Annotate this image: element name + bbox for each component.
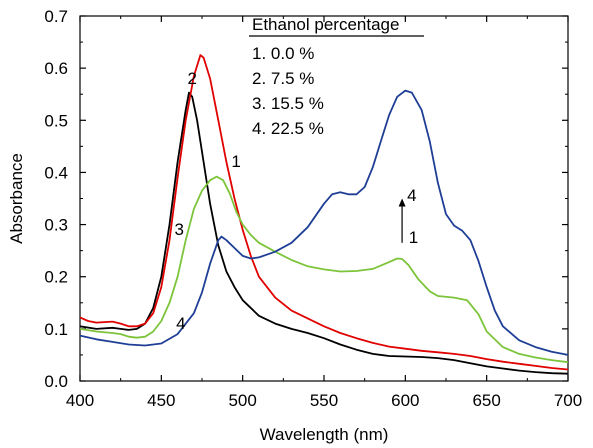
y-tick-label: 0.5 <box>44 111 68 130</box>
y-axis-title: Absorbance <box>7 153 26 244</box>
curve-label: 2 <box>188 69 197 88</box>
legend-entry: 1. 0.0 % <box>252 44 314 63</box>
x-axis-title: Wavelength (nm) <box>260 425 389 444</box>
legend-entry: 2. 7.5 % <box>252 69 314 88</box>
legend-entry: 4. 22.5 % <box>252 119 324 138</box>
curve-label: 4 <box>176 314 185 333</box>
x-tick-label: 650 <box>472 391 500 410</box>
legend-entry: 3. 15.5 % <box>252 94 324 113</box>
curve-label: 3 <box>174 220 183 239</box>
series-line-2 <box>79 54 569 371</box>
curve-label: 1 <box>409 228 418 247</box>
curve-label: 4 <box>407 186 416 205</box>
legend-title: Ethanol percentage <box>252 15 399 34</box>
curve-label: 1 <box>231 152 240 171</box>
x-tick-label: 700 <box>554 391 582 410</box>
y-tick-label: 0.6 <box>44 59 68 78</box>
y-tick-label: 0.0 <box>44 372 68 391</box>
series-line-1 <box>79 91 569 375</box>
y-tick-label: 0.2 <box>44 268 68 287</box>
y-tick-label: 0.4 <box>44 163 68 182</box>
arrow-head <box>398 198 406 207</box>
y-tick-label: 0.7 <box>44 7 68 26</box>
x-tick-label: 600 <box>391 391 419 410</box>
x-tick-label: 450 <box>147 391 175 410</box>
y-tick-label: 0.3 <box>44 216 68 235</box>
x-tick-label: 550 <box>310 391 338 410</box>
x-tick-label: 400 <box>66 391 94 410</box>
x-tick-label: 500 <box>228 391 256 410</box>
y-tick-label: 0.1 <box>44 320 68 339</box>
series-line-4 <box>79 89 569 356</box>
